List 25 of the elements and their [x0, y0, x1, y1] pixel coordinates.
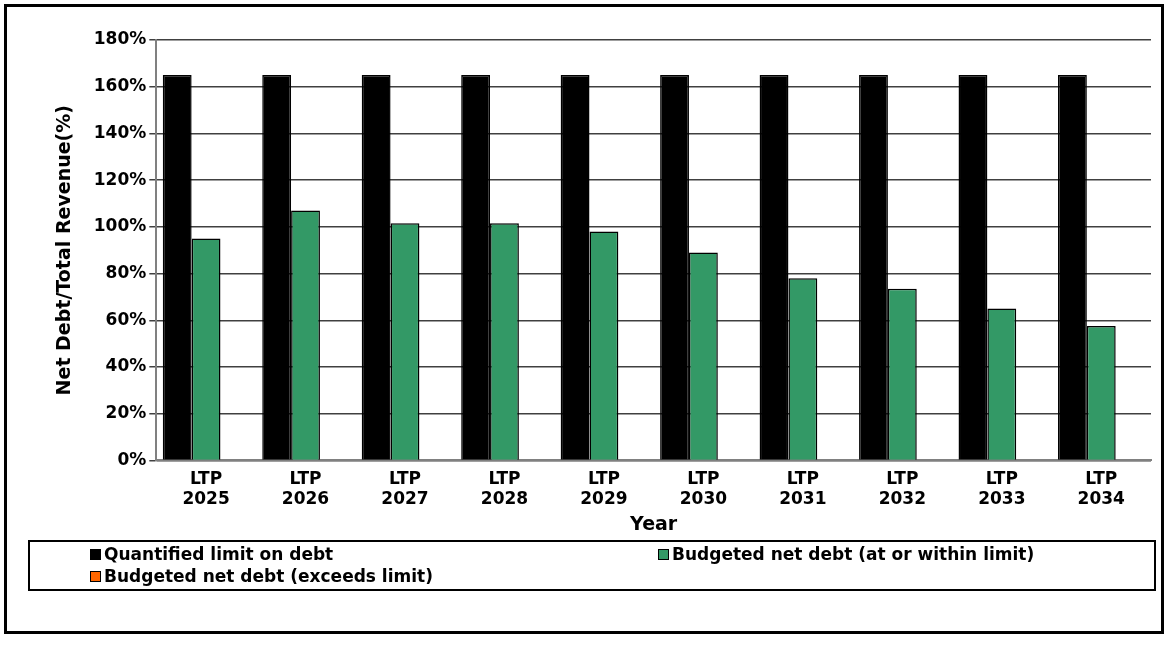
y-tick-label: 80% [105, 261, 147, 282]
legend-label: Budgeted net debt (exceeds limit) [104, 565, 433, 587]
legend-label: Quantified limit on debt [104, 543, 334, 565]
y-tick-label: 140% [93, 121, 147, 142]
x-tick-label: LTP 2033 [978, 468, 1026, 509]
y-tick-label: 40% [105, 355, 147, 376]
y-tick-label: 60% [105, 308, 147, 329]
y-tick-label: 100% [93, 215, 147, 236]
y-tick-label: 120% [93, 168, 147, 189]
y-tick-label: 20% [105, 402, 147, 423]
x-tick-label: LTP 2026 [281, 468, 330, 509]
y-tick-label: 0% [117, 448, 147, 469]
x-tick-label: LTP 2025 [182, 468, 230, 509]
legend-label: Budgeted net debt (at or within limit) [672, 543, 1035, 565]
x-tick-label: LTP 2029 [580, 468, 628, 509]
x-tick-label: LTP 2027 [381, 468, 429, 509]
y-tick-label: 180% [93, 28, 147, 49]
y-axis-title: Net Debt/Total Revenue(%) [52, 104, 75, 396]
x-tick-label: LTP 2031 [779, 468, 827, 509]
x-axis-title: Year [629, 511, 678, 534]
x-tick-label: LTP 2032 [878, 468, 926, 509]
x-tick-label: LTP 2034 [1077, 468, 1126, 509]
x-tick-label: LTP 2028 [480, 468, 529, 509]
y-tick-label: 160% [93, 75, 147, 96]
x-tick-label: LTP 2030 [679, 468, 728, 509]
